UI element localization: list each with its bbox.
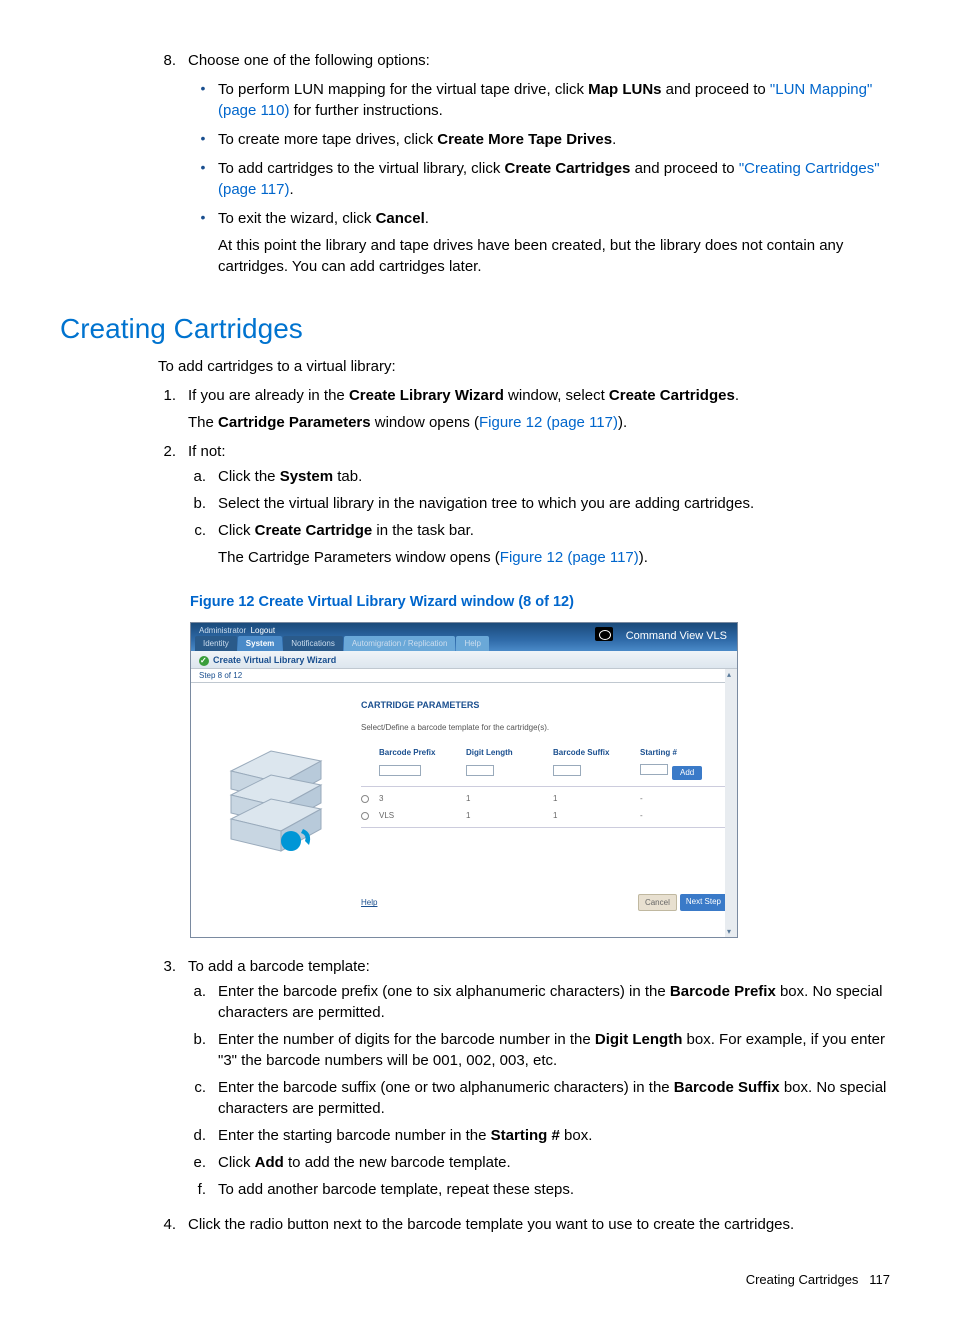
figure-12-link[interactable]: Figure 12 (page 117)	[479, 414, 618, 431]
step-8-number: 8.	[158, 50, 188, 285]
bullet-icon: •	[188, 158, 218, 200]
fig-panel-heading: CARTRIDGE PARAMETERS	[361, 699, 727, 712]
barcode-suffix-input[interactable]	[553, 765, 581, 776]
step-8-bullets: • To perform LUN mapping for the virtual…	[188, 79, 894, 277]
tab-identity[interactable]: Identity	[195, 636, 237, 651]
cancel-button[interactable]: Cancel	[638, 894, 677, 911]
tab-system[interactable]: System	[238, 636, 282, 651]
bullet-icon: •	[188, 79, 218, 121]
storage-icon	[221, 741, 331, 861]
add-button[interactable]: Add	[672, 766, 702, 779]
template-radio[interactable]	[361, 812, 369, 820]
tab-help[interactable]: Help	[456, 636, 488, 651]
tab-automigration[interactable]: Automigration / Replication	[344, 636, 456, 651]
tab-notifications[interactable]: Notifications	[283, 636, 343, 651]
starting-num-input[interactable]	[640, 764, 668, 775]
fig-title: Command View VLS	[626, 629, 727, 644]
scrollbar[interactable]	[725, 669, 737, 937]
section-heading: Creating Cartridges	[60, 309, 894, 348]
bullet-icon: •	[188, 129, 218, 150]
figure-caption: Figure 12 Create Virtual Library Wizard …	[190, 592, 894, 612]
fig-input-row: Add	[361, 764, 727, 779]
bullet-icon: •	[188, 208, 218, 277]
fig-tabs: Identity System Notifications Automigrat…	[195, 636, 489, 651]
logout-link[interactable]: Logout	[251, 626, 275, 635]
main-steps: 1. If you are already in the Create Libr…	[158, 385, 894, 574]
check-icon	[199, 656, 209, 666]
fig-template-row: 3 1 1 -	[361, 793, 727, 804]
fig-step-label: Step 8 of 12	[191, 669, 737, 683]
step-8-text: Choose one of the following options:	[188, 52, 430, 69]
section-intro: To add cartridges to a virtual library:	[158, 356, 894, 377]
fig-panel-sub: Select/Define a barcode template for the…	[361, 722, 727, 733]
next-step-button[interactable]: Next Step	[680, 894, 727, 911]
page-footer: Creating Cartridges 117	[80, 1271, 894, 1289]
fig-header: Administrator Logout Command View VLS Id…	[191, 623, 737, 651]
fig-illustration	[191, 683, 361, 919]
figure-12-screenshot: Administrator Logout Command View VLS Id…	[190, 622, 738, 938]
fig-column-headers: Barcode Prefix Digit Length Barcode Suff…	[361, 747, 727, 758]
fig-wizard-bar: Create Virtual Library Wizard	[191, 651, 737, 669]
fig-help-link[interactable]: Help	[361, 897, 377, 908]
template-radio[interactable]	[361, 795, 369, 803]
barcode-prefix-input[interactable]	[379, 765, 421, 776]
digit-length-input[interactable]	[466, 765, 494, 776]
step-8-list: 8. Choose one of the following options: …	[158, 50, 894, 285]
hp-logo-icon	[595, 627, 613, 641]
figure-12-link-b[interactable]: Figure 12 (page 117)	[500, 549, 639, 566]
fig-template-row: VLS 1 1 -	[361, 810, 727, 821]
steps-3-4: 3. To add a barcode template: a.Enter th…	[158, 956, 894, 1235]
